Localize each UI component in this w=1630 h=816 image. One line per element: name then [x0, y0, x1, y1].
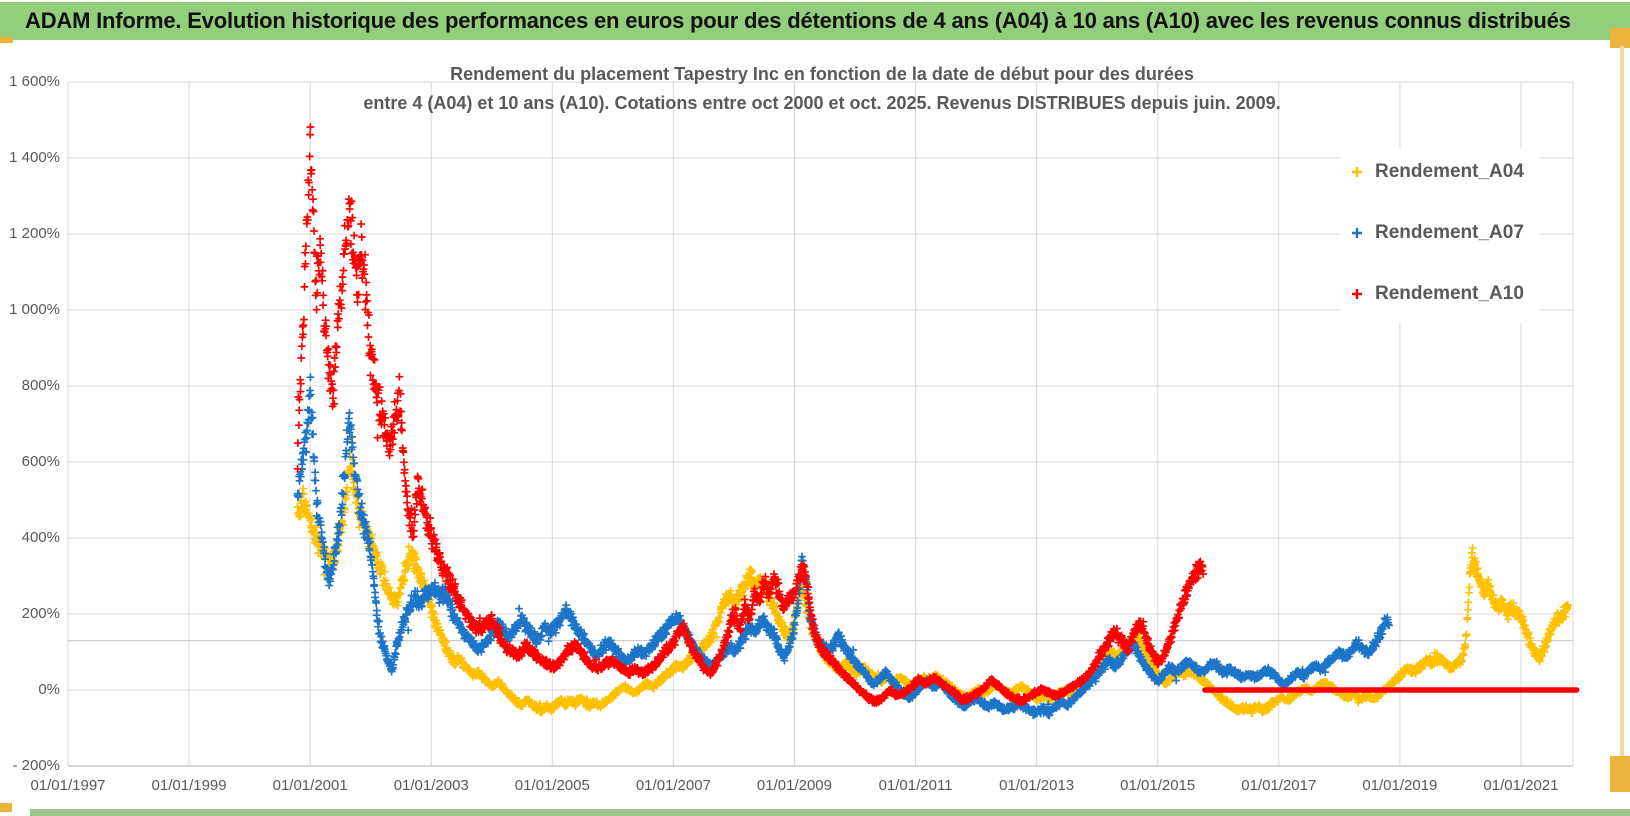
x-tick-label: 01/01/2021: [1483, 777, 1559, 794]
report-title: ADAM Informe. Evolution historique des p…: [25, 8, 1571, 33]
legend-item-rendement_a04[interactable]: Rendement_A04: [1350, 160, 1524, 184]
y-tick-label: 1 200%: [9, 225, 60, 242]
chart-title-line1: Rendement du placement Tapestry Inc en f…: [450, 64, 1194, 84]
x-tick-label: 01/01/2011: [878, 777, 953, 794]
x-tick-label: 01/01/2015: [1120, 777, 1196, 794]
y-tick-label: 800%: [21, 377, 60, 394]
x-tick-label: 01/01/2007: [635, 777, 711, 794]
x-tick-label: 01/01/2003: [393, 777, 469, 794]
x-tick-label: 01/01/2017: [1241, 777, 1317, 794]
chart-title: Rendement du placement Tapestry Inc en f…: [320, 60, 1324, 118]
gold-border-top-left: [0, 37, 13, 43]
chart-title-line2: entre 4 (A04) et 10 ans (A10). Cotations…: [363, 93, 1281, 113]
x-tick-label: 01/01/1999: [151, 777, 227, 794]
x-tick-label: 01/01/2013: [999, 777, 1075, 794]
series-rendement_a04: [293, 433, 1572, 718]
y-tick-label: - 200%: [12, 757, 60, 774]
x-tick-label: 01/01/2005: [514, 777, 590, 794]
y-tick-label: 200%: [21, 605, 60, 622]
gold-border-right-line: [1620, 46, 1624, 758]
legend-plus-marker-icon: [1352, 228, 1362, 238]
gold-border-top-right: [1610, 28, 1630, 48]
gridlines: [67, 81, 1574, 767]
legend-item-rendement_a10[interactable]: Rendement_A10: [1350, 282, 1524, 306]
y-tick-label: 600%: [21, 453, 60, 470]
report-title-bar: ADAM Informe. Evolution historique des p…: [0, 2, 1630, 40]
x-tick-label: 01/01/2009: [756, 777, 832, 794]
series-rendement_a10: [293, 122, 1208, 708]
legend-label: Rendement_A10: [1375, 283, 1524, 304]
x-tick-label: 01/01/2019: [1362, 777, 1438, 794]
gold-border-bottom-right: [1610, 756, 1630, 792]
y-tick-label: 1 600%: [9, 73, 60, 90]
legend-plus-marker-icon: [1352, 289, 1362, 299]
legend: Rendement_A04 Rendement_A07 Rendement_A10: [1340, 148, 1540, 323]
legend-label: Rendement_A04: [1375, 161, 1524, 182]
x-tick-label: 01/01/2001: [272, 777, 348, 794]
y-tick-label: 0%: [38, 681, 60, 698]
y-tick-label: 400%: [21, 529, 60, 546]
legend-item-rendement_a07[interactable]: Rendement_A07: [1350, 221, 1524, 245]
y-tick-label: 1 400%: [9, 149, 60, 166]
x-tick-label: 01/01/1997: [30, 777, 106, 794]
y-tick-label: 1 000%: [9, 301, 60, 318]
legend-plus-marker-icon: [1352, 167, 1362, 177]
gold-border-bottom-left: [0, 803, 12, 812]
legend-label: Rendement_A07: [1375, 222, 1524, 243]
bottom-row-strip: [30, 809, 1630, 816]
